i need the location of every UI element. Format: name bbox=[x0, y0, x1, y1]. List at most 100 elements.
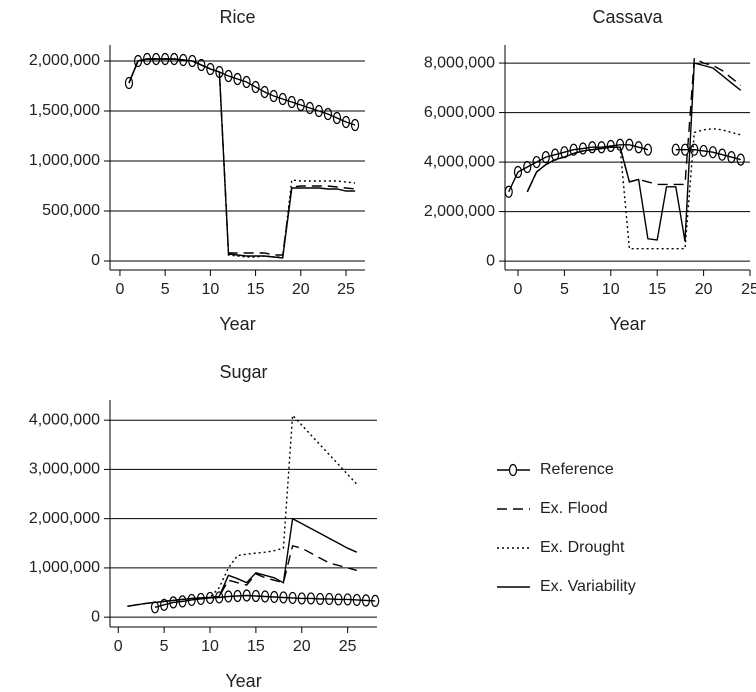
marker bbox=[314, 104, 323, 118]
series-line bbox=[526, 56, 742, 193]
marker bbox=[569, 143, 578, 156]
marker bbox=[133, 54, 143, 68]
marker bbox=[343, 593, 352, 606]
x-tick-label: 0 bbox=[514, 281, 523, 298]
x-tick-label: 0 bbox=[115, 281, 124, 298]
marker bbox=[269, 89, 278, 103]
x-tick-label: 15 bbox=[247, 281, 265, 298]
marker bbox=[287, 95, 296, 109]
marker bbox=[708, 146, 717, 159]
x-tick-label: 20 bbox=[695, 281, 713, 298]
marker bbox=[251, 80, 260, 94]
y-tick-label: 6,000,000 bbox=[424, 104, 495, 121]
marker bbox=[625, 138, 634, 151]
y-tick-label: 8,000,000 bbox=[424, 54, 495, 71]
marker bbox=[251, 589, 260, 603]
x-tick-label: 25 bbox=[741, 281, 756, 298]
marker bbox=[325, 592, 334, 606]
marker bbox=[341, 115, 351, 129]
marker bbox=[187, 593, 196, 607]
y-tick-label: 3,000,000 bbox=[29, 461, 100, 478]
x-tick-label: 15 bbox=[247, 638, 265, 655]
marker bbox=[270, 590, 279, 604]
x-axis-label: Year bbox=[219, 314, 255, 334]
x-tick-label: 5 bbox=[160, 638, 169, 655]
series-line bbox=[128, 58, 356, 256]
series-line bbox=[508, 144, 741, 193]
y-tick-label: 500,000 bbox=[42, 202, 100, 219]
marker bbox=[350, 118, 360, 132]
marker bbox=[224, 69, 233, 83]
marker bbox=[224, 590, 233, 603]
marker bbox=[305, 101, 314, 115]
marker bbox=[615, 138, 625, 151]
x-tick-label: 5 bbox=[161, 281, 170, 298]
marker bbox=[504, 185, 513, 198]
y-tick-label: 2,000,000 bbox=[29, 510, 100, 527]
y-tick-label: 1,000,000 bbox=[29, 152, 100, 169]
legend-label: Ex. Drought bbox=[540, 539, 625, 556]
x-tick-label: 20 bbox=[292, 281, 310, 298]
marker bbox=[323, 107, 333, 121]
marker bbox=[306, 592, 316, 605]
marker bbox=[233, 72, 242, 86]
legend-label: Reference bbox=[540, 461, 614, 478]
marker bbox=[278, 92, 287, 106]
marker bbox=[513, 165, 523, 179]
x-tick-label: 25 bbox=[339, 638, 357, 655]
x-tick-label: 5 bbox=[560, 281, 569, 298]
marker bbox=[316, 592, 325, 606]
x-axis-label: Year bbox=[609, 314, 645, 334]
x-tick-label: 10 bbox=[201, 281, 219, 298]
marker bbox=[352, 593, 361, 607]
series-line bbox=[127, 517, 358, 607]
marker bbox=[206, 62, 215, 76]
series-line bbox=[526, 62, 742, 242]
marker bbox=[233, 589, 242, 603]
marker bbox=[718, 148, 727, 161]
marker bbox=[260, 85, 269, 99]
x-tick-label: 25 bbox=[337, 281, 355, 298]
marker bbox=[242, 589, 251, 602]
y-tick-label: 4,000,000 bbox=[29, 411, 100, 428]
marker bbox=[334, 593, 343, 606]
marker bbox=[606, 139, 615, 153]
y-tick-label: 2,000,000 bbox=[424, 203, 495, 220]
x-axis-label: Year bbox=[225, 671, 261, 691]
marker bbox=[124, 76, 134, 90]
marker bbox=[671, 143, 680, 156]
series-line bbox=[127, 544, 357, 607]
marker bbox=[196, 592, 205, 606]
legend-label: Ex. Variability bbox=[540, 578, 636, 595]
marker bbox=[371, 594, 380, 608]
marker bbox=[634, 141, 643, 154]
y-tick-label: 4,000,000 bbox=[424, 153, 495, 170]
x-tick-label: 20 bbox=[293, 638, 311, 655]
marker bbox=[297, 592, 306, 605]
marker bbox=[260, 590, 270, 603]
marker bbox=[197, 58, 206, 72]
marker bbox=[296, 98, 305, 112]
marker bbox=[541, 151, 550, 164]
marker bbox=[361, 594, 371, 607]
chart-title: Sugar bbox=[219, 362, 267, 382]
legend-marker bbox=[508, 463, 518, 477]
y-tick-label: 0 bbox=[91, 252, 100, 269]
marker bbox=[643, 143, 653, 156]
y-tick-label: 0 bbox=[486, 252, 495, 269]
series-line bbox=[154, 594, 376, 608]
x-tick-label: 0 bbox=[114, 638, 123, 655]
marker bbox=[680, 143, 690, 156]
marker bbox=[332, 111, 342, 125]
marker bbox=[532, 155, 541, 169]
y-tick-label: 2,000,000 bbox=[29, 52, 100, 69]
chart-title: Rice bbox=[219, 7, 255, 27]
marker bbox=[178, 595, 187, 608]
series-line bbox=[128, 58, 356, 258]
marker bbox=[578, 142, 588, 155]
marker bbox=[588, 141, 597, 154]
marker bbox=[699, 144, 708, 158]
marker bbox=[169, 596, 178, 609]
series-line bbox=[128, 58, 356, 259]
